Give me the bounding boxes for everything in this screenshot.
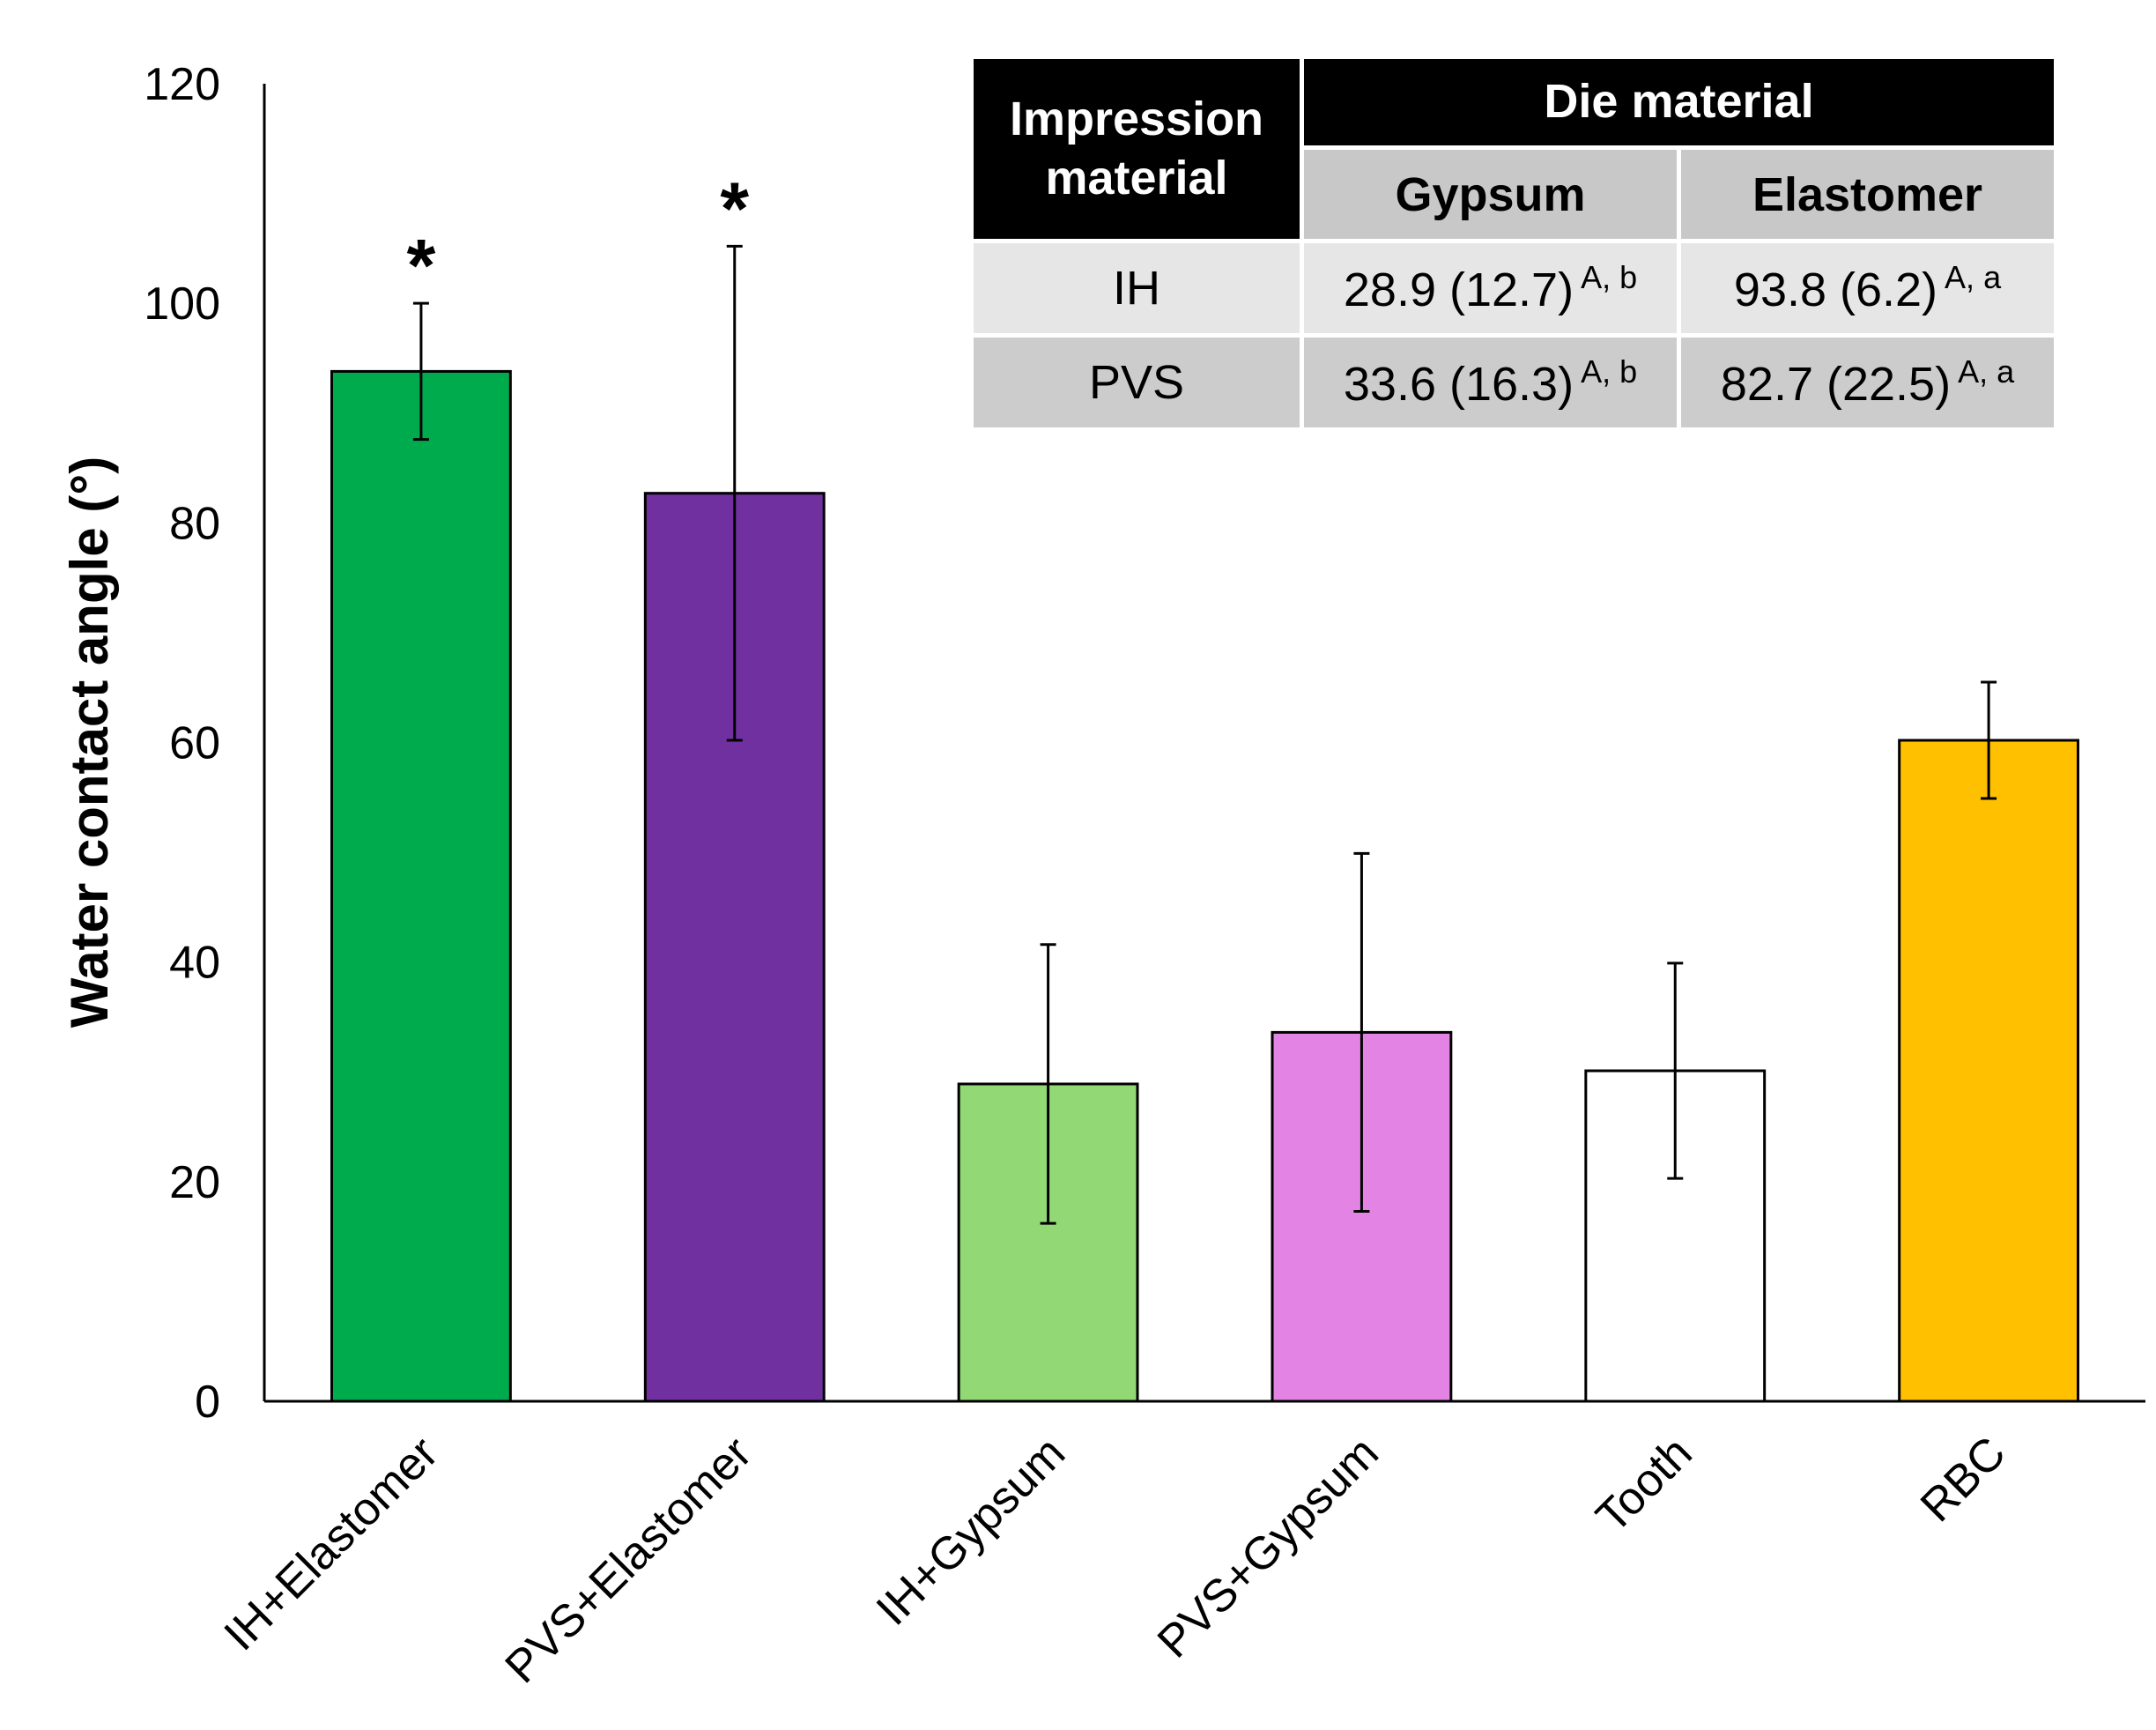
x-tick-label: IH+Elastomer — [215, 1427, 448, 1660]
table-cell: 93.8 (6.2) A, a — [1681, 243, 2054, 334]
table-header-impression-material: Impression material — [974, 59, 1300, 240]
y-axis-title: Water contact angle (°) — [60, 457, 119, 1028]
y-tick-label: 80 — [169, 498, 220, 549]
cell-value: 28.9 (12.7) — [1343, 264, 1574, 317]
cell-value: 93.8 (6.2) — [1733, 264, 1938, 317]
x-tick-label: Tooth — [1587, 1427, 1702, 1542]
cell-value: 33.6 (16.3) — [1343, 358, 1574, 412]
bars-layer — [330, 369, 2079, 1403]
cell-value: 82.7 (22.5) — [1720, 358, 1952, 412]
table-cell: 33.6 (16.3) A, b — [1304, 338, 1677, 427]
cell-superscript: A, b — [1581, 259, 1638, 296]
bar — [330, 369, 512, 1403]
cell-superscript: A, b — [1581, 353, 1638, 390]
y-tick-label: 100 — [144, 278, 220, 330]
x-tick-label: RBC — [1911, 1427, 2016, 1532]
y-tick-label: 120 — [144, 59, 220, 110]
error-bars-layer — [412, 244, 1997, 1225]
y-tick-label: 0 — [195, 1377, 220, 1428]
significance-marker: * — [407, 224, 436, 307]
y-tick-label: 20 — [169, 1157, 220, 1208]
table-header-die-material: Die material — [1304, 59, 2054, 145]
table-col-gypsum: Gypsum — [1304, 149, 1677, 240]
summary-table: Impression material Die material Gypsum … — [969, 55, 2058, 432]
table-row: IH 28.9 (12.7) A, b 93.8 (6.2) A, a — [974, 243, 2054, 334]
y-tick-labels: 0 20 40 60 80 100 120 — [144, 59, 220, 1428]
x-category-labels: IH+Elastomer PVS+Elastomer IH+Gypsum PVS+Gy… — [215, 1427, 2016, 1693]
table-cell: 82.7 (22.5) A, a — [1681, 338, 2054, 427]
x-tick-label: PVS+Elastomer — [496, 1427, 762, 1693]
significance-marker: * — [720, 167, 749, 249]
x-tick-label: PVS+Gypsum — [1148, 1427, 1389, 1667]
y-tick-label: 40 — [169, 938, 220, 989]
table-cell: 28.9 (12.7) A, b — [1304, 243, 1677, 334]
cell-superscript: A, a — [1958, 353, 2015, 390]
x-tick-label: IH+Gypsum — [867, 1427, 1075, 1635]
bar — [1898, 739, 2079, 1403]
significance-layer: ** — [407, 167, 750, 307]
table-row-label-ih: IH — [974, 243, 1300, 334]
table-row: PVS 33.6 (16.3) A, b 82.7 (22.5) A, a — [974, 338, 2054, 427]
y-tick-label: 60 — [169, 718, 220, 769]
table-row-label-pvs: PVS — [974, 338, 1300, 427]
cell-superscript: A, a — [1945, 259, 2002, 296]
table-col-elastomer: Elastomer — [1681, 149, 2054, 240]
